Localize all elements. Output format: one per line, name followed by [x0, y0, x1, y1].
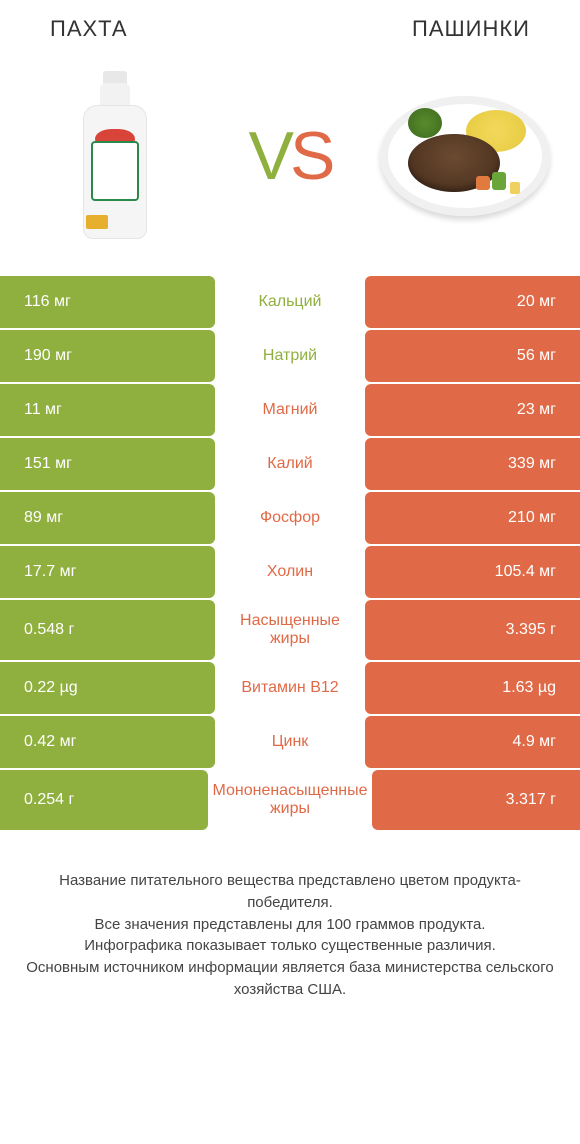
- comparison-row: 116 мгКальций20 мг: [0, 276, 580, 330]
- hero-row: VS: [0, 46, 580, 276]
- right-value: 339 мг: [365, 438, 580, 490]
- left-product-title: ПАХТА: [50, 16, 128, 42]
- footer-line: Инфографика показывает только существенн…: [18, 935, 562, 957]
- nutrient-label: Натрий: [215, 330, 366, 382]
- comparison-row: 11 мгМагний23 мг: [0, 384, 580, 438]
- right-product-title: ПАШИНКИ: [412, 16, 530, 42]
- nutrient-label: Цинк: [215, 716, 366, 768]
- left-value: 0.254 г: [0, 770, 208, 830]
- left-value: 89 мг: [0, 492, 215, 544]
- right-value: 3.317 г: [372, 770, 580, 830]
- vs-s: S: [290, 117, 331, 195]
- left-product-image: [30, 66, 200, 246]
- comparison-row: 190 мгНатрий56 мг: [0, 330, 580, 384]
- nutrient-label: Калий: [215, 438, 366, 490]
- right-value: 1.63 µg: [365, 662, 580, 714]
- comparison-table: 116 мгКальций20 мг190 мгНатрий56 мг11 мг…: [0, 276, 580, 832]
- nutrient-label: Фосфор: [215, 492, 366, 544]
- comparison-row: 89 мгФосфор210 мг: [0, 492, 580, 546]
- nutrient-label: Магний: [215, 384, 366, 436]
- header: ПАХТА ПАШИНКИ: [0, 0, 580, 46]
- comparison-row: 17.7 мгХолин105.4 мг: [0, 546, 580, 600]
- comparison-row: 151 мгКалий339 мг: [0, 438, 580, 492]
- left-value: 0.548 г: [0, 600, 215, 660]
- nutrient-label: Холин: [215, 546, 366, 598]
- comparison-row: 0.548 гНасыщенные жиры3.395 г: [0, 600, 580, 662]
- right-product-image: [380, 66, 550, 246]
- footer-line: Основным источником информации является …: [18, 957, 562, 1001]
- comparison-row: 0.22 µgВитамин B121.63 µg: [0, 662, 580, 716]
- right-value: 56 мг: [365, 330, 580, 382]
- left-value: 0.42 мг: [0, 716, 215, 768]
- right-value: 210 мг: [365, 492, 580, 544]
- comparison-row: 0.254 гМононенасыщенные жиры3.317 г: [0, 770, 580, 832]
- left-value: 17.7 мг: [0, 546, 215, 598]
- nutrient-label: Кальций: [215, 276, 366, 328]
- nutrient-label: Витамин B12: [215, 662, 366, 714]
- steak-plate-icon: [380, 96, 550, 216]
- left-value: 151 мг: [0, 438, 215, 490]
- right-value: 4.9 мг: [365, 716, 580, 768]
- footer-notes: Название питательного вещества представл…: [0, 832, 580, 1001]
- right-value: 20 мг: [365, 276, 580, 328]
- right-value: 3.395 г: [365, 600, 580, 660]
- right-value: 105.4 мг: [365, 546, 580, 598]
- buttermilk-bottle-icon: [80, 71, 150, 241]
- nutrient-label: Насыщенные жиры: [215, 600, 366, 660]
- left-value: 116 мг: [0, 276, 215, 328]
- footer-line: Название питательного вещества представл…: [18, 870, 562, 914]
- left-value: 0.22 µg: [0, 662, 215, 714]
- right-value: 23 мг: [365, 384, 580, 436]
- nutrient-label: Мононенасыщенные жиры: [208, 770, 371, 830]
- vs-v: V: [249, 117, 290, 195]
- vs-label: VS: [249, 117, 332, 195]
- comparison-row: 0.42 мгЦинк4.9 мг: [0, 716, 580, 770]
- left-value: 11 мг: [0, 384, 215, 436]
- footer-line: Все значения представлены для 100 граммо…: [18, 914, 562, 936]
- left-value: 190 мг: [0, 330, 215, 382]
